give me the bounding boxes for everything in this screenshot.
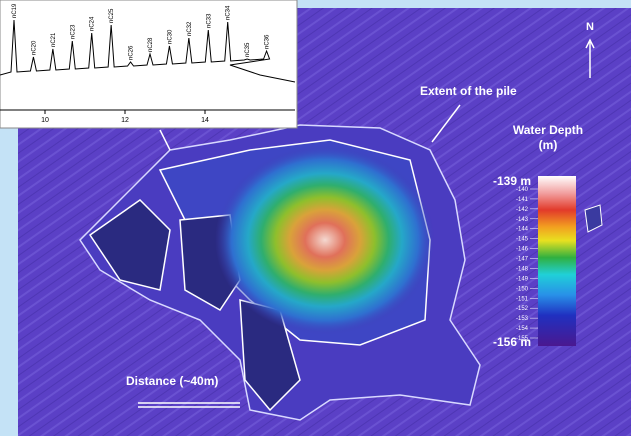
peak-label: nC34: [226, 5, 232, 20]
colorbar-tick-label: -140: [516, 187, 529, 193]
figure: N Extent of the pile Water Depth(m) -139…: [0, 0, 631, 436]
colorbar-tick-label: -150: [516, 286, 529, 292]
peak-label: nC35: [245, 42, 251, 57]
colorbar-tick-label: -152: [516, 306, 529, 312]
peak-label: nC24: [90, 16, 96, 31]
peak-label: nC36: [265, 34, 271, 49]
inset-panel: [0, 0, 297, 128]
peak-label: nC32: [187, 21, 193, 36]
inset-tick-label: 14: [201, 117, 209, 124]
colorbar: [538, 176, 576, 346]
pile-core: [215, 145, 435, 335]
colorbar-tick-label: -144: [516, 227, 529, 233]
colorbar-tick-label: -153: [516, 316, 529, 322]
north-label: N: [586, 21, 594, 33]
peak-label: nC33: [206, 13, 212, 28]
colorbar-tick-label: -142: [516, 207, 529, 213]
peak-label: nC28: [148, 37, 154, 52]
peak-label: nC26: [129, 45, 135, 60]
inset-tick-label: 10: [41, 117, 49, 124]
peak-label: nC25: [109, 8, 115, 23]
page: { "map": { "north": "N", "extent_label":…: [0, 0, 631, 436]
extent-label: Extent of the pile: [420, 84, 517, 98]
peak-label: nC23: [70, 24, 76, 39]
colorbar-tick-label: -154: [516, 326, 529, 332]
colorbar-tick-label: -141: [516, 197, 529, 203]
colorbar-tick-label: -143: [516, 217, 529, 223]
inset-tick-label: 12: [121, 117, 129, 124]
colorbar-tick-label: -155: [516, 336, 529, 342]
colorbar-tick-label: -148: [516, 266, 529, 272]
colorbar-tick-label: -146: [516, 247, 529, 253]
scale-label: Distance (~40m): [126, 374, 218, 388]
peak-label: nC19: [12, 3, 18, 18]
peak-label: nC21: [51, 32, 57, 47]
colorbar-top-label: -139 m: [493, 174, 531, 188]
peak-label: nC30: [167, 29, 173, 44]
colorbar-tick-label: -149: [516, 276, 529, 282]
colorbar-tick-label: -151: [516, 296, 529, 302]
colorbar-tick-label: -145: [516, 237, 529, 243]
colorbar-tick-label: -147: [516, 257, 529, 263]
peak-label: nC20: [31, 40, 37, 55]
